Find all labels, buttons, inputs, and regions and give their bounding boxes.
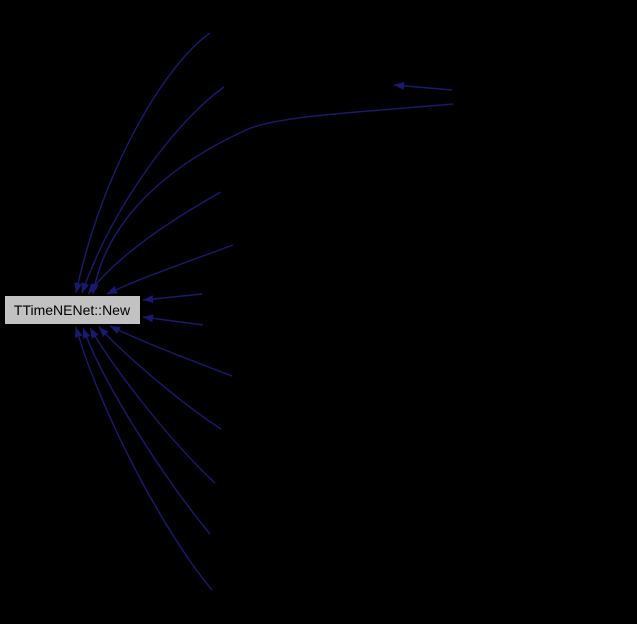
- edge-curves: [74, 32, 454, 591]
- edge-caller-top-3: [87, 191, 222, 295]
- edge-caller-bottom-1: [109, 325, 233, 377]
- function-node[interactable]: TTimeNENet::New: [5, 296, 140, 324]
- edge-caller-bottom-5: [74, 326, 213, 591]
- edge-caller-bottom-3: [89, 327, 216, 484]
- edge-caller-bottom-4: [82, 327, 211, 535]
- edge-caller-far-right: [90, 103, 454, 295]
- edge-caller-right-2: [142, 314, 204, 326]
- function-node-label: TTimeNENet::New: [14, 302, 131, 318]
- edge-caller-top-2: [81, 86, 225, 294]
- edge-caller-top-1: [74, 32, 211, 294]
- edge-caller-bottom-2: [98, 326, 222, 430]
- function-node-box[interactable]: [5, 296, 140, 324]
- edge-caller-top-4: [106, 244, 234, 295]
- edge-caller-right-1: [142, 293, 203, 303]
- edge-secondary-arrow: [393, 81, 453, 91]
